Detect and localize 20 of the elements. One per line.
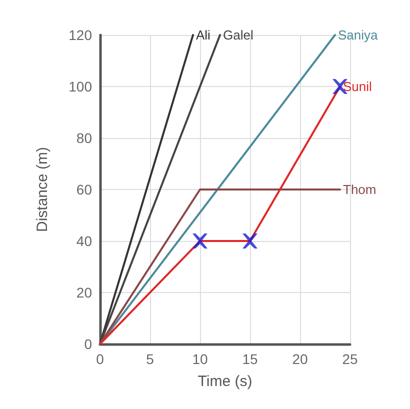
x-tick-label: 0 bbox=[96, 351, 104, 367]
series-label: Ali bbox=[196, 28, 211, 42]
y-tick-label: 100 bbox=[68, 78, 92, 94]
x-tick-label: 10 bbox=[192, 351, 208, 367]
series-label: Sunil bbox=[343, 79, 372, 94]
series-label: Saniya bbox=[338, 28, 379, 42]
y-tick-label: 40 bbox=[76, 233, 92, 249]
x-tick-label: 20 bbox=[292, 351, 308, 367]
y-axis-title: Distance (m) bbox=[34, 146, 51, 232]
y-tick-label: 20 bbox=[76, 284, 92, 300]
x-tick-label: 25 bbox=[342, 351, 358, 367]
y-tick-label: 0 bbox=[84, 336, 92, 352]
series-label: Galel bbox=[223, 28, 254, 42]
x-tick-label: 15 bbox=[242, 351, 258, 367]
series-label: Thom bbox=[343, 182, 376, 197]
x-axis-title: Time (s) bbox=[198, 373, 252, 390]
y-tick-label: 80 bbox=[76, 130, 92, 146]
x-tick-label: 5 bbox=[146, 351, 154, 367]
y-tick-label: 120 bbox=[68, 27, 92, 43]
y-tick-label: 60 bbox=[76, 182, 92, 198]
